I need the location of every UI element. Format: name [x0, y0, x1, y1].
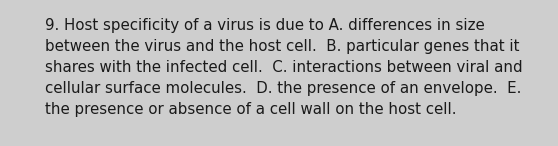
Text: 9. Host specificity of a virus is due to A. differences in size
between the viru: 9. Host specificity of a virus is due to…	[45, 18, 522, 118]
